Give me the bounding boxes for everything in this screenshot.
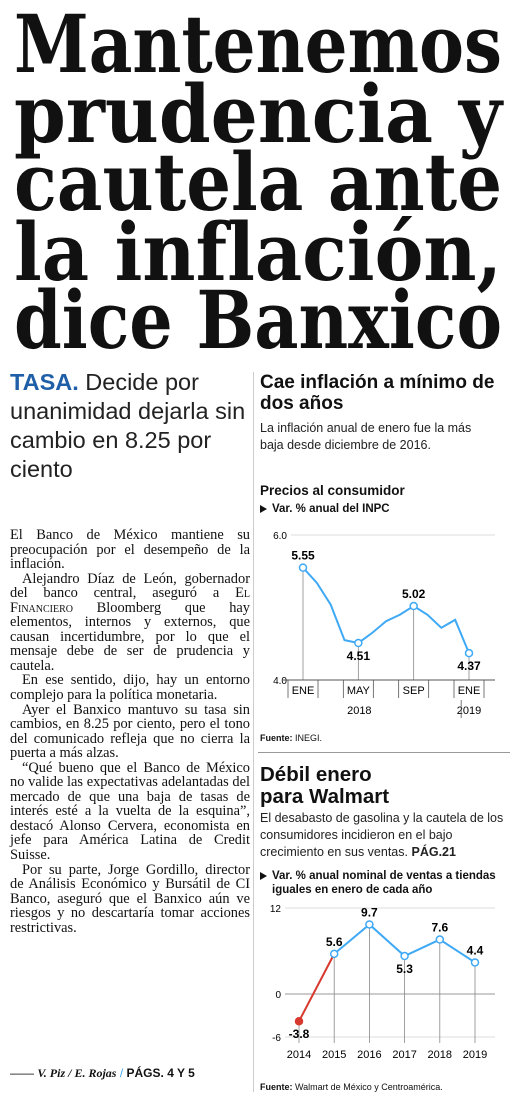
headline-line: dice Banxico	[14, 273, 502, 362]
value-label: 5.55	[291, 549, 315, 563]
value-label: 5.3	[396, 962, 413, 976]
line	[298, 953, 336, 1022]
source-label: Fuente:	[260, 733, 293, 743]
y-tick-label: 12	[270, 904, 282, 915]
line	[302, 566, 470, 654]
headline-line: cautela ante	[14, 135, 502, 229]
source-text: Walmart de México y Centroamérica.	[295, 1082, 443, 1092]
text: Por su parte, Jorge Gordillo, director d…	[10, 861, 250, 936]
deck: TASA. Decide por unanimidad dejarla sin …	[10, 368, 250, 484]
x-tick-label: SEP	[403, 685, 425, 697]
authors: V. Piz / E. Rojas	[37, 1066, 117, 1080]
value-label: 5.02	[402, 587, 426, 601]
x-group-label: 2019	[457, 705, 481, 717]
legend-entry: Var. % anual nominal de ventas a tiendas…	[260, 869, 512, 897]
rule	[258, 752, 510, 753]
marker	[435, 935, 445, 944]
marker	[354, 638, 363, 648]
deck-label: TASA.	[10, 369, 79, 395]
value-label: 4.37	[457, 659, 481, 673]
x-tick-label: 2016	[357, 1049, 381, 1061]
source-label: Fuente:	[260, 1082, 293, 1092]
marker	[409, 601, 418, 611]
marker	[294, 1016, 304, 1026]
headline-line: prudencia y	[14, 67, 504, 161]
paragraph: Ayer el Banxico mantuvo su tasa sin camb…	[10, 701, 250, 762]
pages: PÁGS. 4 Y 5	[126, 1066, 195, 1080]
paragraph: Por su parte, Jorge Gordillo, director d…	[10, 861, 250, 936]
y-tick-label: 4.0	[273, 676, 287, 687]
chart: 4.0 6.0 5.55 4.51 5.02 4.37 ENE MAY SEP ENE 2018 20…	[273, 531, 495, 718]
subtitle-text: El desabasto de gasolina y la cautela de…	[260, 811, 504, 859]
marker	[365, 920, 374, 929]
marker	[329, 949, 339, 959]
x-tick-label: MAY	[347, 685, 371, 697]
deck-text: Decide por unanimidad dejarla sin cambio…	[10, 369, 246, 482]
value-label: -3.8	[289, 1027, 310, 1041]
x-group-label: 2018	[347, 705, 371, 717]
text: Ayer el Banxico mantuvo su tasa sin camb…	[10, 701, 250, 762]
legend-entry: Var. % anual del INPC	[260, 502, 390, 516]
publication: El Financiero	[10, 585, 250, 616]
text: Alejandro Díaz de León, gobernador del b…	[10, 570, 250, 602]
chart-title: Débil enero para Walmart	[260, 763, 390, 808]
source-text: INEGI.	[295, 733, 323, 743]
marker	[298, 563, 308, 572]
marker	[400, 951, 409, 961]
paragraph: El Banco de México mantiene su preocupac…	[10, 528, 250, 572]
chart-heading: Precios al consumidor	[260, 483, 405, 498]
byline: —— V. Piz / E. Rojas / PÁGS. 4 Y 5	[10, 1066, 195, 1080]
text: En ese sentido, dijo, hay un entorno com…	[10, 672, 250, 704]
y-tick-label: 6.0	[273, 531, 287, 542]
source: Fuente: Walmart de México y Centroaméric…	[260, 1082, 443, 1092]
x-tick-label: 2017	[392, 1049, 416, 1061]
source: Fuente: INEGI.	[260, 733, 322, 743]
article: El Banco de México mantiene su preocupac…	[10, 528, 250, 935]
value-label: 4.4	[467, 943, 484, 957]
y-tick-label: -6	[272, 1033, 281, 1044]
chart: -6 0 12 -3.8 5.6 9.7 5.3 7.6 4.4 2014 2015 2016 2017…	[270, 904, 495, 1061]
marker	[470, 958, 480, 967]
paragraph: En ese sentido, dijo, hay un entorno com…	[10, 673, 250, 702]
x-tick-label: 2018	[428, 1049, 452, 1061]
x-tick-label: 2019	[463, 1049, 487, 1061]
text: El Banco de México mantiene su preocupac…	[10, 527, 250, 573]
chart-subtitle: El desabasto de gasolina y la cautela de…	[260, 810, 510, 861]
paragraph: Alejandro Díaz de León, gobernador del b…	[10, 570, 250, 674]
chart-title: Cae inflación a mínimo de dos años	[260, 372, 495, 414]
marker	[464, 648, 474, 658]
headline-line: Mantenemos	[14, 0, 502, 91]
column-rule	[253, 372, 254, 1092]
value-label: 4.51	[347, 649, 371, 663]
x-tick-label: ENE	[292, 685, 315, 697]
x-tick-label: 2015	[322, 1049, 346, 1061]
paragraph: “Qué bueno que el Banco de México no val…	[10, 759, 250, 864]
text: “Qué bueno que el Banco de México no val…	[10, 759, 250, 864]
text: Bloomberg que hay elementos, internos y …	[10, 599, 250, 674]
value-label: 9.7	[361, 905, 378, 919]
x-tick-label: ENE	[458, 685, 481, 697]
chart-subtitle: La inflación anual de enero fue la más b…	[260, 421, 472, 452]
y-tick-label: 0	[275, 990, 281, 1001]
value-label: 5.6	[326, 935, 343, 949]
value-label: 7.6	[431, 921, 448, 935]
headline-line: la inflación,	[14, 205, 502, 299]
x-tick-label: 2014	[287, 1049, 311, 1061]
page-ref: PÁG.21	[411, 845, 456, 859]
